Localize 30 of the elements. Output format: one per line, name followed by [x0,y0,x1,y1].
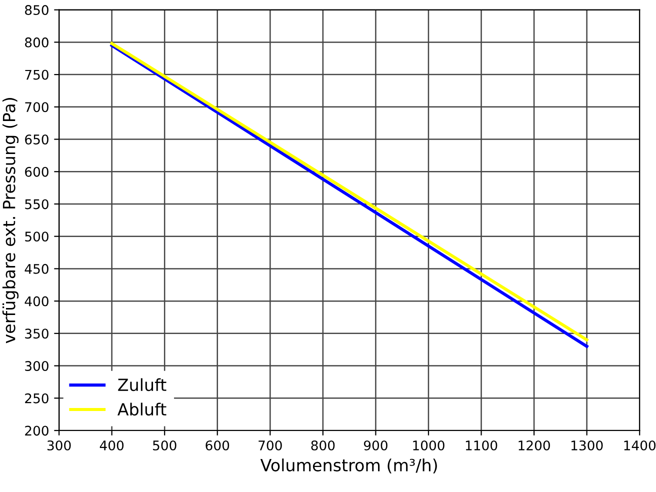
y-tick-label: 250 [25,393,48,404]
legend-label: Zuluft [118,378,166,392]
x-tick-label: 1100 [466,440,498,450]
x-tick-label: 400 [100,440,124,450]
y-tick-label: 200 [25,426,48,436]
y-tick-label: 400 [24,296,48,306]
y-tick-label: 700 [25,102,48,112]
y-tick-label: 300 [25,361,48,371]
x-tick-label: 300 [47,440,71,450]
x-tick-label: 600 [206,440,230,450]
y-tick-label: 850 [25,5,48,16]
x-tick-label: 1400 [624,440,656,450]
y-tick-label: 650 [25,134,48,144]
x-axis-title: Volumenstrom (m³/h) [260,458,437,474]
legend-label: Abluft [118,402,166,416]
x-tick-label: 800 [311,440,335,450]
y-tick-label: 550 [25,199,48,210]
x-tick-label: 900 [364,440,388,450]
x-tick-label: 1200 [518,440,550,450]
y-tick-label: 600 [25,166,48,177]
y-tick-label: 750 [25,70,48,80]
y-tick-label: 800 [25,37,48,48]
x-tick-label: 500 [153,440,176,450]
x-tick-label: 1000 [413,440,444,450]
y-tick-label: 500 [25,232,48,242]
y-axis-title: verfügbare ext. Pressung (Pa) [2,98,19,344]
x-tick-label: 700 [258,440,282,450]
y-tick-label: 450 [24,264,48,274]
x-tick-label: 1300 [571,440,603,450]
y-tick-label: 350 [25,328,48,339]
